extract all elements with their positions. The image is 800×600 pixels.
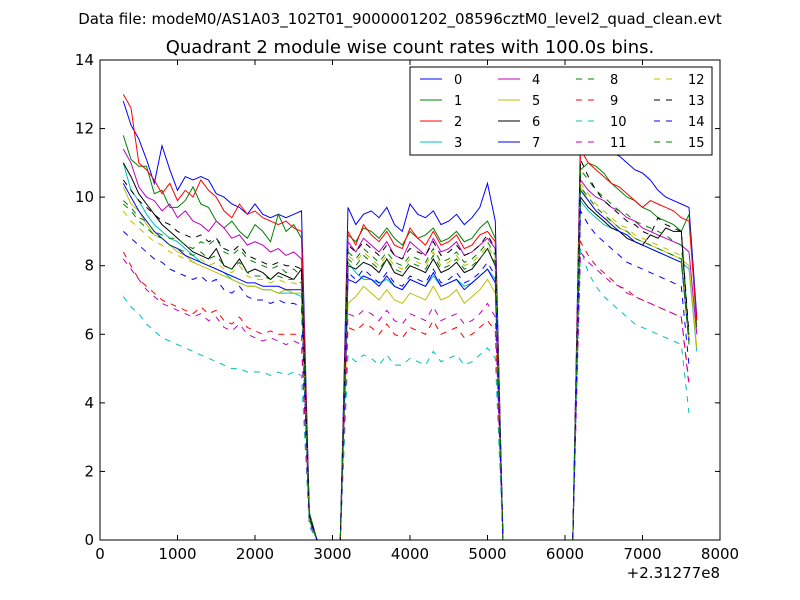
legend-label-2: 2 [454, 115, 462, 130]
series-line-8 [122, 168, 690, 541]
legend-label-3: 3 [454, 136, 462, 151]
x-tick-label: 8000 [701, 545, 739, 563]
legend-label-4: 4 [532, 73, 540, 88]
legend-label-12: 12 [688, 73, 705, 88]
y-tick-label: 14 [75, 51, 94, 69]
series-layer [122, 94, 698, 541]
legend-label-8: 8 [610, 73, 618, 88]
series-line-1 [122, 135, 698, 541]
series-line-11 [122, 250, 690, 541]
x-axis-offset-label: +2.31277e8 [627, 564, 720, 582]
series-line-2 [122, 94, 698, 541]
series-line-7 [122, 183, 690, 541]
legend-label-0: 0 [454, 73, 462, 88]
series-line-4 [122, 148, 698, 541]
series-line-14 [122, 209, 690, 541]
y-tick-label: 2 [84, 462, 94, 480]
legend-label-11: 11 [610, 136, 627, 151]
y-tick-label: 12 [75, 120, 94, 138]
series-line-5 [122, 185, 698, 541]
series-line-3 [122, 162, 698, 541]
legend-label-10: 10 [610, 115, 627, 130]
series-line-9 [122, 239, 690, 541]
x-tick-label: 4000 [391, 545, 429, 563]
series-line-12 [122, 181, 690, 541]
legend-label-7: 7 [532, 136, 540, 151]
y-tick-label: 4 [84, 394, 94, 412]
x-tick-label: 7000 [623, 545, 661, 563]
legend-label-6: 6 [532, 115, 540, 130]
x-tick-label: 1000 [158, 545, 196, 563]
series-line-10 [122, 248, 690, 541]
series-line-6 [122, 162, 690, 541]
legend-label-14: 14 [688, 115, 705, 130]
legend-label-13: 13 [688, 94, 705, 109]
legend-label-9: 9 [610, 94, 618, 109]
legend-box [409, 66, 713, 156]
y-tick-label: 10 [75, 188, 94, 206]
legend-label-5: 5 [532, 94, 540, 109]
x-tick-label: 3000 [313, 545, 351, 563]
y-tick-label: 8 [84, 257, 94, 275]
x-tick-label: 5000 [468, 545, 506, 563]
x-tick-label: 2000 [236, 545, 274, 563]
legend-label-15: 15 [688, 136, 705, 151]
x-tick-label: 6000 [546, 545, 584, 563]
chart-title: Quadrant 2 module wise count rates with … [166, 37, 655, 58]
series-line-13 [122, 159, 690, 541]
y-tick-label: 0 [84, 531, 94, 549]
legend-label-1: 1 [454, 94, 462, 109]
ticks-layer: 0 1000 2000 3000 4000 5000 6000 7000 80000246810… [75, 51, 739, 563]
x-tick-label: 0 [95, 545, 105, 563]
series-line-15 [122, 185, 690, 541]
chart-suptitle: Data file: modeM0/AS1A03_102T01_90000012… [78, 10, 722, 29]
y-tick-label: 6 [84, 325, 94, 343]
